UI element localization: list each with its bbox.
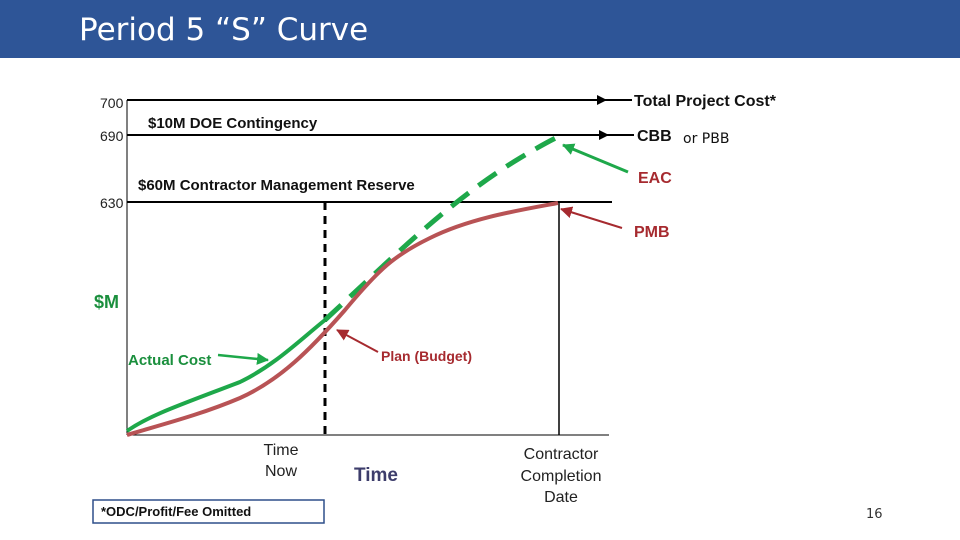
or-pbb-label: or PBB <box>683 131 729 147</box>
plan-budget-curve <box>126 201 559 437</box>
time-now-label-line1: Time <box>264 442 299 459</box>
slide-title: Period 5 “S” Curve <box>79 12 369 48</box>
management-reserve-label: $60M Contractor Management Reserve <box>138 177 415 194</box>
plan-budget-label: Plan (Budget) <box>381 348 472 364</box>
pmb-label: PMB <box>634 224 670 241</box>
footnote-box <box>92 499 325 524</box>
completion-label-line1: Contractor <box>524 446 599 463</box>
pmb-arrow <box>560 206 623 229</box>
actual-cost-arrow <box>217 352 269 365</box>
actual-cost-label: Actual Cost <box>128 352 211 369</box>
eac-label: EAC <box>638 170 672 187</box>
completion-label-line3: Date <box>544 489 578 506</box>
eac-projection-curve <box>323 133 561 322</box>
slide-header: Period 5 “S” Curve <box>0 0 960 58</box>
tick-630: 630 <box>100 195 124 211</box>
plan-budget-arrow <box>336 329 379 353</box>
tick-700: 700 <box>100 95 124 111</box>
tick-690: 690 <box>100 128 124 144</box>
cbb-label: CBB <box>637 128 672 145</box>
doe-contingency-label: $10M DOE Contingency <box>148 115 318 132</box>
eac-arrow <box>562 143 629 174</box>
total-project-cost-label: Total Project Cost* <box>634 93 777 110</box>
page-number: 16 <box>866 507 883 522</box>
y-axis-label: $M <box>94 292 119 312</box>
completion-label-line2: Completion <box>521 468 602 485</box>
time-now-label-line2: Now <box>265 463 297 480</box>
footnote-text: *ODC/Profit/Fee Omitted <box>101 504 251 519</box>
x-axis-label: Time <box>354 465 398 486</box>
actual-cost-curve <box>125 318 327 433</box>
